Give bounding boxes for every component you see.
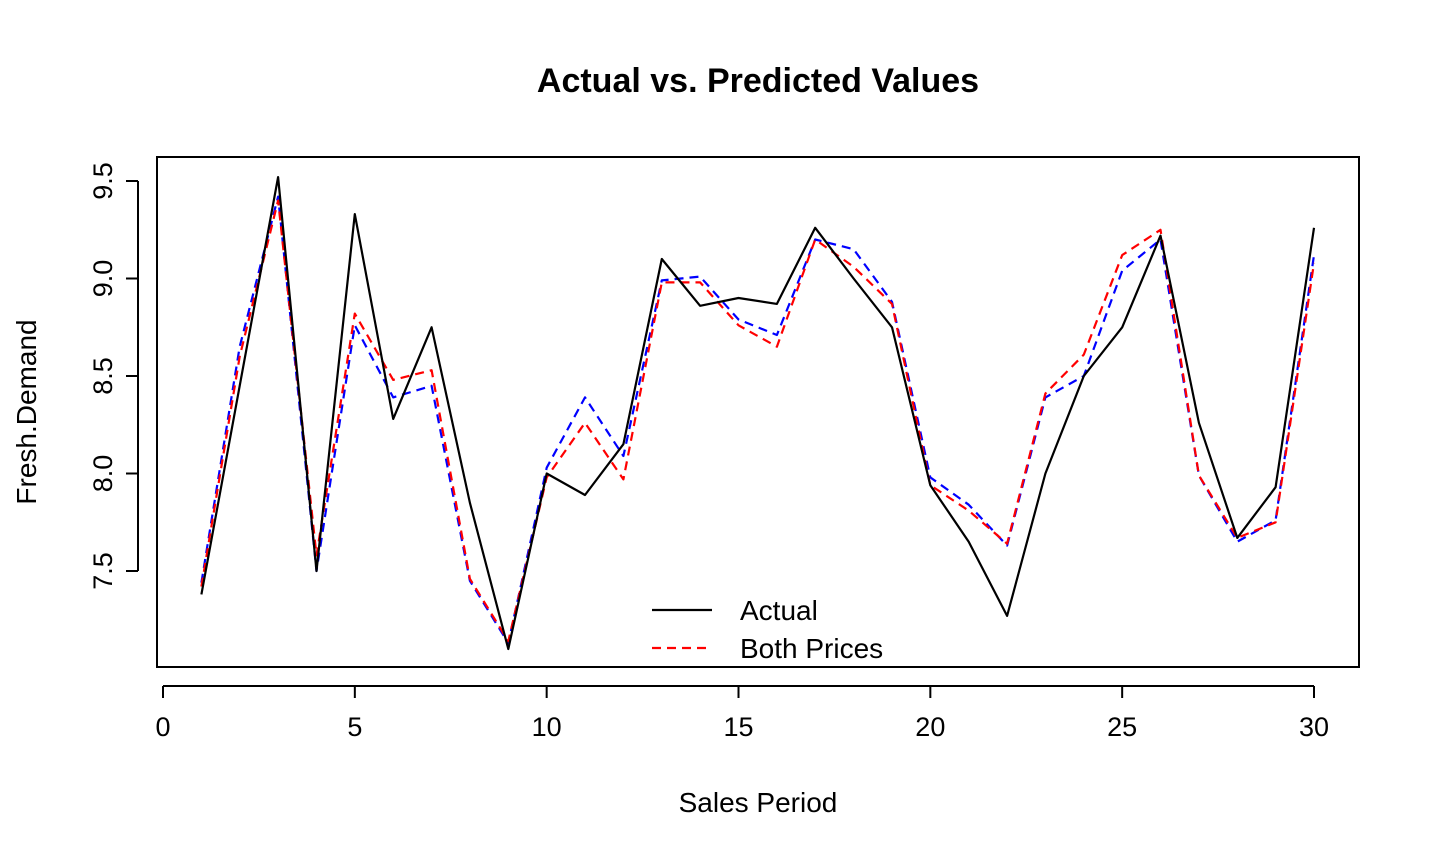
x-axis-label: Sales Period [679,787,838,818]
legend-label: Both Prices [740,633,883,664]
x-tick-label: 15 [723,712,753,742]
y-axis-label: Fresh.Demand [11,319,42,504]
series-line-actual [200,176,1316,651]
x-tick-label: 30 [1299,712,1329,742]
chart-title: Actual vs. Predicted Values [537,62,979,100]
y-tick-label: 8.5 [88,357,118,395]
plot-frame [156,156,1360,668]
x-tick-label: 20 [915,712,945,742]
legend: Actual Both Prices [652,595,883,664]
x-tick-label: 5 [347,712,362,742]
y-tick-label: 8.0 [88,455,118,493]
x-axis: 0 5 10 15 20 25 30 [155,685,1329,742]
legend-label: Actual [740,595,818,626]
y-axis: 7.5 8.0 8.5 9.0 9.5 [88,162,139,590]
y-tick-label: 9.5 [88,162,118,200]
x-tick-label: 10 [532,712,562,742]
series-layer [200,176,1316,651]
y-tick-label: 7.5 [88,552,118,590]
x-tick-label: 0 [155,712,170,742]
series-line-blue-dashed [200,195,1316,645]
y-tick-label: 9.0 [88,260,118,298]
x-tick-label: 25 [1107,712,1137,742]
